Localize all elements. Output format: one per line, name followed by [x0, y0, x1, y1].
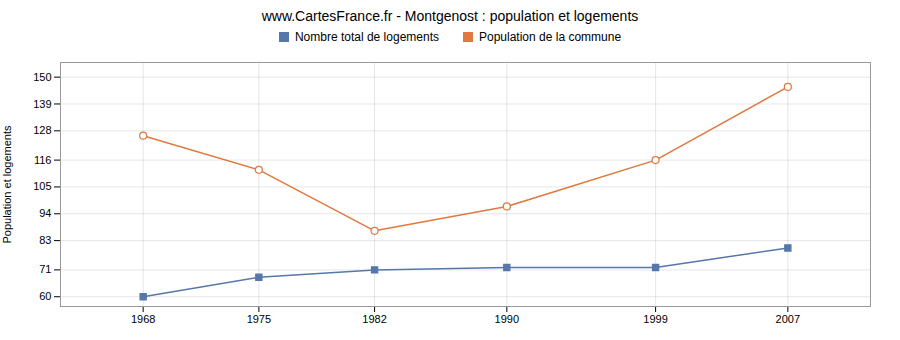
- svg-text:150: 150: [33, 71, 51, 83]
- svg-text:1982: 1982: [362, 313, 386, 325]
- html-text:www.CartesFrance.fr - Montgeno: www.CartesFrance.fr - Montgenost : popul…: [261, 8, 639, 24]
- svg-text:2007: 2007: [776, 313, 800, 325]
- svg-text:1968: 1968: [131, 313, 155, 325]
- svg-text:139: 139: [33, 98, 51, 110]
- svg-text:1990: 1990: [495, 313, 519, 325]
- html-text:Population de la commune: Population de la commune: [479, 30, 622, 44]
- svg-text:116: 116: [34, 154, 52, 166]
- html-text:Nombre total de logements: Nombre total de logements: [294, 30, 439, 44]
- svg-text:71: 71: [39, 263, 51, 275]
- svg-text:94: 94: [39, 207, 51, 219]
- svg-text:Population et logements: Population et logements: [1, 125, 13, 244]
- svg-text:60: 60: [39, 290, 51, 302]
- svg-text:83: 83: [39, 234, 51, 246]
- svg-text:105: 105: [33, 180, 51, 192]
- svg-text:128: 128: [33, 124, 51, 136]
- svg-text:1975: 1975: [247, 313, 271, 325]
- svg-text:1999: 1999: [643, 313, 667, 325]
